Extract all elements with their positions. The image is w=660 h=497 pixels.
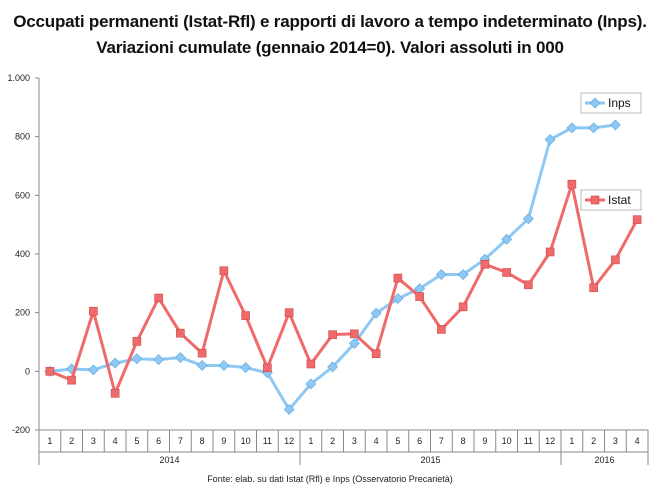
data-point-inps xyxy=(305,378,317,390)
series-line-istat xyxy=(49,182,639,395)
data-point-istat xyxy=(241,311,250,320)
data-point-istat xyxy=(545,247,555,257)
legend-label-inps: Inps xyxy=(608,96,631,110)
data-point-istat xyxy=(45,367,55,376)
x-month-label: 5 xyxy=(395,436,400,446)
x-month-label: 1 xyxy=(308,436,313,446)
x-month-label: 7 xyxy=(439,436,444,446)
x-month-label: 1 xyxy=(47,436,52,446)
chart-title-line2: Variazioni cumulate (gennaio 2014=0). Va… xyxy=(96,38,564,57)
x-month-label: 3 xyxy=(91,436,96,446)
data-point-istat xyxy=(480,259,490,269)
data-point-istat xyxy=(632,215,642,224)
legend-marker-istat xyxy=(590,195,600,205)
data-point-inps xyxy=(588,122,600,134)
data-point-istat xyxy=(567,179,577,189)
x-year-label: 2014 xyxy=(159,455,179,465)
data-point-istat xyxy=(154,293,163,303)
data-point-istat xyxy=(524,280,533,290)
x-month-label: 4 xyxy=(374,436,379,446)
x-month-label: 8 xyxy=(200,436,205,446)
data-point-istat xyxy=(502,268,511,277)
data-point-istat xyxy=(611,255,620,265)
data-point-inps xyxy=(87,364,99,376)
x-month-label: 3 xyxy=(613,436,618,446)
legend-label-istat: Istat xyxy=(608,193,631,207)
y-tick-label: 200 xyxy=(15,308,30,318)
y-tick-label: 1.000 xyxy=(7,73,30,83)
chart-source: Fonte: elab. su dati Istat (Rfl) e Inps … xyxy=(207,474,453,484)
data-point-istat xyxy=(393,273,403,283)
data-point-istat xyxy=(67,375,76,385)
data-point-inps xyxy=(174,352,186,363)
data-point-inps xyxy=(109,357,121,369)
data-point-inps xyxy=(522,213,534,225)
data-point-istat xyxy=(328,330,337,339)
x-month-label: 5 xyxy=(134,436,139,446)
data-point-istat xyxy=(219,266,229,276)
data-point-inps xyxy=(566,122,578,134)
y-tick-label: 400 xyxy=(15,249,30,259)
data-point-inps xyxy=(609,119,621,131)
data-point-inps xyxy=(457,269,469,280)
data-point-istat xyxy=(89,306,98,316)
y-tick-label: 800 xyxy=(15,132,30,142)
data-point-inps xyxy=(240,362,252,373)
x-month-label: 3 xyxy=(352,436,357,446)
x-year-label: 2016 xyxy=(594,455,614,465)
data-point-inps xyxy=(218,360,230,371)
data-point-inps xyxy=(153,354,165,366)
data-point-inps xyxy=(392,293,404,305)
data-point-inps xyxy=(327,361,339,373)
data-point-istat xyxy=(110,389,120,398)
x-month-label: 9 xyxy=(221,436,226,446)
x-month-label: 2 xyxy=(591,436,596,446)
legend-marker-inps xyxy=(589,97,601,109)
x-month-label: 7 xyxy=(178,436,183,446)
x-month-label: 10 xyxy=(241,436,251,446)
data-point-istat xyxy=(197,348,207,358)
y-tick-label: 0 xyxy=(25,366,30,376)
data-point-istat xyxy=(350,329,359,339)
y-tick-label: 600 xyxy=(15,190,30,200)
legend-box-inps xyxy=(580,92,642,114)
data-point-inps xyxy=(544,134,556,146)
x-month-label: 4 xyxy=(113,436,118,446)
chart-title-line1: Occupati permanenti (Istat-Rfl) e rappor… xyxy=(13,12,647,31)
data-point-inps xyxy=(348,338,360,349)
data-point-istat xyxy=(306,359,316,369)
data-point-inps xyxy=(131,353,143,365)
data-point-istat xyxy=(437,325,446,334)
x-month-label: 8 xyxy=(461,436,466,446)
data-point-inps xyxy=(501,233,513,245)
data-point-inps xyxy=(196,360,208,371)
x-month-label: 11 xyxy=(524,436,533,446)
data-point-istat xyxy=(415,292,424,301)
x-month-label: 9 xyxy=(482,436,487,446)
data-point-inps xyxy=(283,404,295,415)
x-month-label: 4 xyxy=(635,436,640,446)
data-point-istat xyxy=(284,308,294,317)
data-point-inps xyxy=(370,307,382,319)
x-month-label: 6 xyxy=(417,436,422,446)
data-point-istat xyxy=(458,302,468,312)
x-month-label: 1 xyxy=(569,436,574,446)
data-point-istat xyxy=(371,349,381,359)
x-year-label: 2015 xyxy=(420,455,440,465)
data-point-istat xyxy=(176,328,185,338)
x-month-label: 11 xyxy=(263,436,272,446)
x-month-label: 2 xyxy=(69,436,74,446)
x-month-label: 2 xyxy=(330,436,335,446)
x-month-label: 6 xyxy=(156,436,161,446)
x-month-label: 10 xyxy=(502,436,512,446)
data-point-inps xyxy=(435,269,447,280)
y-tick-label: -200 xyxy=(12,425,30,435)
data-point-istat xyxy=(263,363,272,373)
data-point-istat xyxy=(132,337,142,346)
x-month-label: 12 xyxy=(545,436,555,446)
x-month-label: 12 xyxy=(284,436,294,446)
data-point-istat xyxy=(589,283,598,293)
legend-box-istat xyxy=(580,189,642,211)
